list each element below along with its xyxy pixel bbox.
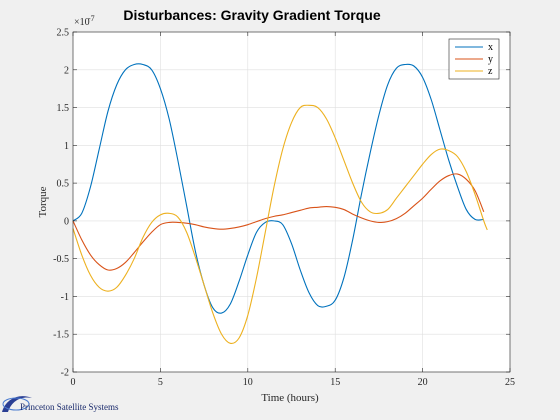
chart-title: Disturbances: Gravity Gradient Torque	[123, 7, 380, 23]
y-tick-label: -2	[61, 368, 69, 379]
y-tick-labels: -2 -1.5 -1 -0.5 0 0.5 1 1.5 2 2.5	[53, 28, 69, 379]
logo-orbit-icon	[2, 397, 30, 411]
series-line-x	[72, 63, 484, 314]
legend-label-y: y	[488, 54, 493, 65]
logo-text: Princeton Satellite Systems	[20, 402, 119, 412]
legend-label-x: x	[488, 42, 493, 53]
company-logo: Princeton Satellite Systems	[2, 396, 119, 412]
series-line-y	[72, 173, 485, 271]
x-tick-label: 5	[158, 377, 163, 388]
y-tick-label: 1	[64, 141, 69, 152]
x-tick-label: 15	[330, 377, 340, 388]
y-exponent-base: ×10	[74, 17, 90, 28]
x-tick-label: 0	[71, 377, 76, 388]
y-tick-label: 1.5	[57, 103, 70, 114]
x-tick-labels: 0 5 10 15 20 25	[71, 377, 516, 388]
legend-label-z: z	[488, 66, 493, 77]
y-axis-label: Torque	[37, 186, 49, 217]
x-tick-label: 25	[505, 377, 515, 388]
tick-marks	[72, 31, 511, 373]
series-line-z	[72, 104, 488, 344]
axes-box	[72, 31, 511, 373]
y-tick-label: -0.5	[53, 254, 69, 265]
y-tick-label: -1.5	[53, 330, 69, 341]
x-tick-label: 20	[418, 377, 428, 388]
y-tick-label: 2.5	[57, 28, 70, 39]
grid-lines	[72, 31, 511, 373]
x-axis-label: Time (hours)	[261, 392, 319, 404]
legend[interactable]: x y z	[448, 38, 500, 80]
y-tick-label: 0	[64, 216, 69, 227]
series-lines	[72, 63, 488, 344]
y-tick-label: 2	[64, 65, 69, 76]
y-tick-label: 0.5	[57, 179, 70, 190]
y-exponent-power: -7	[88, 14, 95, 23]
x-tick-label: 10	[243, 377, 253, 388]
axes-background	[73, 32, 510, 372]
logo-swoosh-icon	[2, 396, 32, 412]
y-tick-label: -1	[61, 292, 69, 303]
plot-area[interactable]	[72, 31, 511, 373]
